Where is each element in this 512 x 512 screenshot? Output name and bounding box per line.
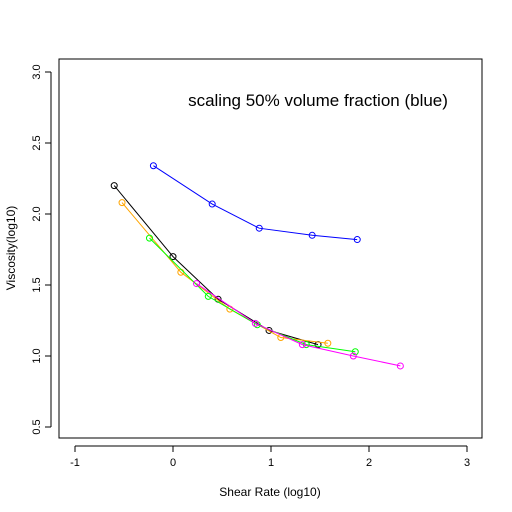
series-3 <box>118 199 332 347</box>
series-2 <box>110 182 322 349</box>
y-axis-title: Viscosity(log10) <box>4 206 18 290</box>
y-tick-label: 0.5 <box>31 419 43 434</box>
series-5 <box>193 280 404 370</box>
data-point <box>251 319 259 327</box>
data-point <box>353 236 361 244</box>
plot-frame <box>58 58 483 439</box>
chart-title: scaling 50% volume fraction (blue) <box>188 91 448 110</box>
y-tick-label: 2.5 <box>31 135 43 150</box>
data-point <box>298 341 306 349</box>
data-point <box>308 231 316 239</box>
data-point <box>253 321 261 329</box>
series-line <box>149 237 356 353</box>
x-tick-label: -1 <box>70 457 80 469</box>
x-axis-title: Shear Rate (log10) <box>219 485 320 499</box>
x-axis: -1 0 1 2 3 <box>70 445 470 469</box>
data-point <box>193 280 201 288</box>
series-line <box>121 202 328 344</box>
series-1 <box>149 162 361 244</box>
series-4 <box>145 234 359 356</box>
x-tick-label: 0 <box>170 457 176 469</box>
x-tick-label: 3 <box>464 457 470 469</box>
data-point <box>118 199 126 207</box>
y-axis: 0.5 1.0 1.5 2.0 2.5 3.0 <box>31 64 52 435</box>
x-tick-label: 2 <box>366 457 372 469</box>
data-point <box>208 200 216 208</box>
data-point <box>396 362 404 370</box>
series-line <box>153 165 358 241</box>
y-tick-label: 3.0 <box>31 64 43 79</box>
data-point <box>110 182 118 190</box>
data-point <box>255 224 263 232</box>
x-tick-label: 1 <box>268 457 274 469</box>
y-tick-label: 2.0 <box>31 206 43 221</box>
data-point <box>169 253 177 261</box>
series-line <box>196 283 401 367</box>
data-point <box>149 162 157 170</box>
y-tick-label: 1.5 <box>31 277 43 292</box>
series-line <box>113 185 319 346</box>
data-point <box>324 339 332 347</box>
data-point <box>349 352 357 360</box>
data-point <box>204 292 212 300</box>
series-layer <box>110 162 404 370</box>
data-point <box>145 234 153 242</box>
data-point <box>351 348 359 356</box>
y-tick-label: 1.0 <box>31 348 43 363</box>
